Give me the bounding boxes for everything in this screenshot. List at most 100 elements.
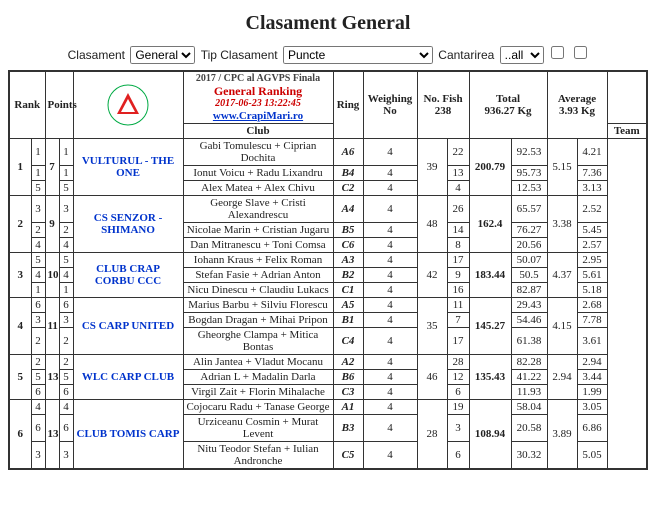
avg-cell: 2.68	[577, 298, 607, 313]
ring-cell: A4	[333, 196, 363, 223]
ring-cell: B6	[333, 370, 363, 385]
total-cell: 76.27	[511, 223, 547, 238]
avg-cell: 5.05	[577, 442, 607, 470]
points-cell: 9	[45, 196, 59, 253]
col-rank: Rank	[9, 71, 45, 139]
sub-rank: 6	[31, 385, 45, 400]
sub-points: 5	[59, 181, 73, 196]
total-cell: 20.56	[511, 238, 547, 253]
team-cell: Ionut Voicu + Radu Lixandru	[183, 166, 333, 181]
logo-cell	[73, 71, 183, 139]
club-cell[interactable]: CLUB TOMIS CARP	[73, 400, 183, 470]
cant-check-1[interactable]	[551, 46, 564, 59]
cant-check-2[interactable]	[574, 46, 587, 59]
ring-cell: B4	[333, 166, 363, 181]
total-cell: 65.57	[511, 196, 547, 223]
sub-rank: 5	[31, 253, 45, 268]
total-cell: 50.07	[511, 253, 547, 268]
club-cell[interactable]: CS SENZOR - SHIMANO	[73, 196, 183, 253]
team-cell: Marius Barbu + Silviu Florescu	[183, 298, 333, 313]
ring-cell: C2	[333, 181, 363, 196]
cant-select[interactable]: ..all	[500, 46, 544, 64]
avg-cell: 7.36	[577, 166, 607, 181]
ring-cell: C5	[333, 442, 363, 470]
team-cell: Nicolae Marin + Cristian Jugaru	[183, 223, 333, 238]
nofish-cell: 8	[447, 238, 469, 253]
sub-rank: 6	[31, 415, 45, 442]
table-row: 46116CS CARP UNITEDMarius Barbu + Silviu…	[9, 298, 647, 313]
weigh-cell: 4	[363, 238, 417, 253]
team-cell: Stefan Fasie + Adrian Anton	[183, 268, 333, 283]
sub-rank: 3	[31, 313, 45, 328]
club-cell[interactable]: CLUB CRAP CORBU CCC	[73, 253, 183, 298]
total-cell: 11.93	[511, 385, 547, 400]
table-row: 2393CS SENZOR - SHIMANOGeorge Slave + Cr…	[9, 196, 647, 223]
team-cell: Alex Matea + Alex Chivu	[183, 181, 333, 196]
sub-points: 5	[59, 253, 73, 268]
nofish-cell: 11	[447, 298, 469, 313]
team-cell: Adrian L + Madalin Darla	[183, 370, 333, 385]
avg-cell: 2.57	[577, 238, 607, 253]
clasament-label: Clasament	[68, 48, 125, 62]
avg-cell: 3.44	[577, 370, 607, 385]
points-cell: 13	[45, 400, 59, 470]
nofish-cell: 22	[447, 139, 469, 166]
total-cell: 50.5	[511, 268, 547, 283]
ring-cell: A2	[333, 355, 363, 370]
tip-select[interactable]: Puncte	[283, 46, 433, 64]
site-link[interactable]: www.CrapiMari.ro	[213, 110, 303, 123]
nofish-cell: 13	[447, 166, 469, 181]
col-weigh: Weighing No	[363, 71, 417, 139]
club-cell[interactable]: VULTURUL - THE ONE	[73, 139, 183, 196]
nofish-cell: 16	[447, 283, 469, 298]
total-group: 108.94	[469, 400, 511, 470]
sub-rank: 5	[31, 181, 45, 196]
sub-rank: 6	[31, 298, 45, 313]
weigh-cell: 4	[363, 298, 417, 313]
total-group: 200.79	[469, 139, 511, 196]
ring-cell: A1	[333, 400, 363, 415]
nofish-cell: 6	[447, 442, 469, 470]
ring-cell: A3	[333, 253, 363, 268]
col-ring: Ring	[333, 71, 363, 139]
sub-rank: 5	[31, 370, 45, 385]
sub-points: 6	[59, 415, 73, 442]
team-cell: Iohann Kraus + Felix Roman	[183, 253, 333, 268]
sub-rank: 2	[31, 355, 45, 370]
weigh-cell: 4	[363, 181, 417, 196]
nofish-cell: 26	[447, 196, 469, 223]
club-cell[interactable]: CS CARP UNITED	[73, 298, 183, 355]
sub-rank: 3	[31, 442, 45, 470]
ring-cell: C3	[333, 385, 363, 400]
ring-cell: B5	[333, 223, 363, 238]
total-group: 135.43	[469, 355, 511, 400]
col-points: Points	[45, 71, 73, 139]
total-group: 183.44	[469, 253, 511, 298]
avg-cell: 2.94	[577, 355, 607, 370]
nofish-group: 42	[417, 253, 447, 298]
club-cell[interactable]: WLC CARP CLUB	[73, 355, 183, 400]
ring-cell: B2	[333, 268, 363, 283]
nofish-cell: 7	[447, 313, 469, 328]
nofish-cell: 6	[447, 385, 469, 400]
weigh-cell: 4	[363, 400, 417, 415]
nofish-cell: 19	[447, 400, 469, 415]
team-cell: Alin Jantea + Vladut Mocanu	[183, 355, 333, 370]
rank-cell: 4	[9, 298, 31, 355]
avg-group: 5.15	[547, 139, 577, 196]
weigh-cell: 4	[363, 139, 417, 166]
clasament-select[interactable]: General	[130, 46, 195, 64]
sub-rank: 3	[31, 196, 45, 223]
nofish-group: 39	[417, 139, 447, 196]
weigh-cell: 4	[363, 442, 417, 470]
total-cell: 82.87	[511, 283, 547, 298]
nofish-group: 35	[417, 298, 447, 355]
sub-points: 6	[59, 298, 73, 313]
ring-cell: A5	[333, 298, 363, 313]
filter-bar: Clasament General Tip Clasament Puncte C…	[8, 43, 648, 64]
nofish-cell: 17	[447, 253, 469, 268]
total-cell: 20.58	[511, 415, 547, 442]
sub-rank: 2	[31, 328, 45, 355]
weigh-cell: 4	[363, 223, 417, 238]
team-cell: Bogdan Dragan + Mihai Pripon	[183, 313, 333, 328]
